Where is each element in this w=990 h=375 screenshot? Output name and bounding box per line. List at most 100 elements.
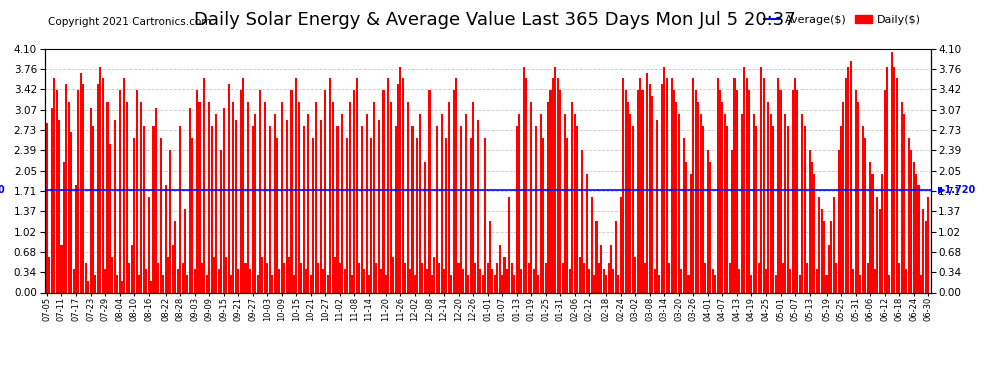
Bar xyxy=(351,274,353,292)
Bar xyxy=(501,274,503,292)
Bar xyxy=(583,263,585,292)
Bar xyxy=(625,90,627,292)
Bar xyxy=(421,263,424,292)
Bar xyxy=(784,114,786,292)
Bar xyxy=(755,126,757,292)
Bar xyxy=(50,108,52,292)
Bar xyxy=(167,257,169,292)
Bar xyxy=(370,138,372,292)
Bar xyxy=(709,162,712,292)
Bar xyxy=(610,245,612,292)
Bar xyxy=(561,263,563,292)
Bar xyxy=(446,138,447,292)
Bar xyxy=(847,67,849,292)
Bar xyxy=(462,269,464,292)
Bar xyxy=(821,209,823,292)
Bar xyxy=(707,150,709,292)
Bar xyxy=(722,102,724,292)
Bar xyxy=(365,114,367,292)
Bar xyxy=(225,257,227,292)
Bar xyxy=(844,78,846,292)
Bar xyxy=(818,197,821,292)
Bar xyxy=(670,78,672,292)
Bar xyxy=(360,126,362,292)
Bar xyxy=(46,123,48,292)
Bar xyxy=(734,78,736,292)
Bar xyxy=(526,78,528,292)
Bar xyxy=(181,263,183,292)
Bar xyxy=(474,263,476,292)
Bar xyxy=(556,78,558,292)
Bar xyxy=(879,209,881,292)
Bar xyxy=(678,114,680,292)
Bar xyxy=(915,174,917,292)
Bar xyxy=(334,257,336,292)
Bar xyxy=(254,114,256,292)
Bar xyxy=(925,221,927,292)
Bar xyxy=(97,84,99,292)
Bar xyxy=(923,209,925,292)
Bar xyxy=(482,274,484,292)
Bar xyxy=(245,263,247,292)
Bar xyxy=(717,78,719,292)
Bar xyxy=(263,102,266,292)
Bar xyxy=(55,90,57,292)
Bar xyxy=(640,78,642,292)
Bar xyxy=(216,114,218,292)
Bar xyxy=(886,67,888,292)
Bar xyxy=(472,102,474,292)
Bar xyxy=(162,274,164,292)
Bar xyxy=(729,263,731,292)
Bar xyxy=(325,90,327,292)
Bar xyxy=(208,102,210,292)
Bar xyxy=(218,269,220,292)
Bar xyxy=(126,102,128,292)
Bar xyxy=(312,138,314,292)
Bar xyxy=(179,126,181,292)
Bar xyxy=(668,263,670,292)
Bar xyxy=(238,269,240,292)
Bar xyxy=(419,114,421,292)
Bar xyxy=(67,102,69,292)
Bar xyxy=(680,269,682,292)
Bar xyxy=(300,263,302,292)
Bar xyxy=(591,197,593,292)
Bar xyxy=(903,114,905,292)
Bar xyxy=(663,67,665,292)
Bar xyxy=(816,269,818,292)
Bar xyxy=(281,102,283,292)
Bar xyxy=(838,150,840,292)
Bar xyxy=(765,269,767,292)
Bar xyxy=(842,102,844,292)
Bar xyxy=(87,280,89,292)
Text: ▶1.720: ▶1.720 xyxy=(938,185,976,195)
Bar xyxy=(273,114,275,292)
Bar xyxy=(283,263,285,292)
Bar xyxy=(702,126,704,292)
Bar xyxy=(457,263,459,292)
Bar xyxy=(852,269,854,292)
Bar xyxy=(491,269,493,292)
Bar xyxy=(596,221,598,292)
Bar xyxy=(543,138,545,292)
Bar xyxy=(107,102,109,292)
Bar xyxy=(554,67,556,292)
Bar xyxy=(731,150,734,292)
Bar xyxy=(249,269,251,292)
Bar xyxy=(373,102,375,292)
Bar xyxy=(533,269,535,292)
Bar xyxy=(344,269,346,292)
Bar xyxy=(523,67,525,292)
Bar xyxy=(489,221,491,292)
Bar xyxy=(353,90,355,292)
Bar xyxy=(85,263,87,292)
Bar xyxy=(431,274,433,292)
Bar xyxy=(777,78,779,292)
Bar xyxy=(787,126,789,292)
Bar xyxy=(276,138,278,292)
Bar xyxy=(569,269,571,292)
Bar xyxy=(460,126,462,292)
Bar xyxy=(152,126,154,292)
Bar xyxy=(540,114,542,292)
Bar xyxy=(799,274,801,292)
